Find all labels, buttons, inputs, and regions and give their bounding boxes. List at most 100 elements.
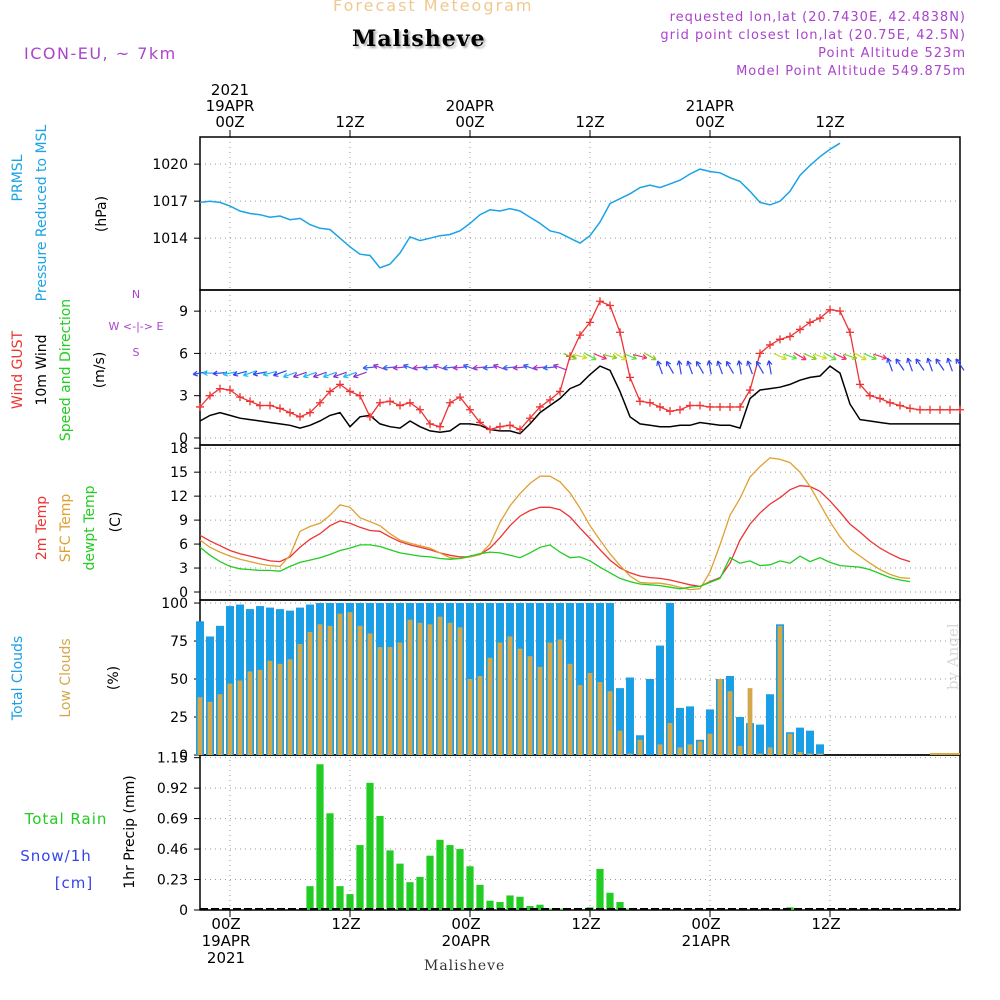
- y-tick-label: 0.46: [157, 842, 188, 858]
- gust-marker: [456, 393, 464, 402]
- gust-marker: [666, 407, 674, 416]
- gust-marker: [236, 393, 244, 402]
- low-cloud-bar: [747, 688, 753, 755]
- low-cloud-bar: [807, 753, 813, 755]
- panel-frame: [199, 444, 961, 601]
- wind-direction-arrow: [312, 371, 327, 379]
- rain-bar: [406, 882, 414, 910]
- low-cloud-bar: [697, 741, 703, 755]
- total-clouds-label: Total Clouds: [10, 636, 26, 721]
- wind-direction-arrow: [656, 360, 663, 375]
- low-cloud-bar: [717, 679, 723, 755]
- low-cloud-bar: [587, 672, 593, 755]
- gust-marker: [916, 405, 924, 414]
- x-tick-label-bottom: 00Z: [211, 915, 240, 933]
- x-tick-label-top: 12Z: [335, 113, 364, 131]
- model-name: ICON-EU, ~ 7km: [24, 44, 177, 63]
- wind-direction-arrow: [895, 358, 905, 371]
- x-tick-label-top: 12Z: [575, 113, 604, 131]
- total-cloud-bar: [816, 744, 824, 755]
- low-cloud-bar: [257, 669, 263, 755]
- y-tick-label: 18: [170, 441, 188, 457]
- panel-frame: [199, 754, 961, 911]
- x-tick-label-bottom: 00Z: [691, 915, 720, 933]
- gust-marker: [226, 386, 234, 395]
- rain-bar: [396, 863, 404, 910]
- gust-marker: [806, 318, 814, 327]
- wind-direction-arrow: [552, 363, 567, 371]
- x-tick-label-top: 00Z: [455, 113, 484, 131]
- rain-bar: [416, 876, 424, 910]
- low-cloud-bar: [437, 616, 443, 755]
- wind-direction-arrow: [906, 357, 913, 372]
- gust-marker: [926, 405, 934, 414]
- rain-bar: [316, 764, 324, 910]
- wind-direction-arrow: [955, 358, 965, 371]
- gust-marker: [596, 297, 604, 306]
- y-tick-label: 12: [170, 489, 188, 505]
- total-cloud-bar: [646, 679, 654, 755]
- low-cloud-bar: [817, 753, 823, 755]
- rain-bar: [456, 849, 464, 910]
- low-cloud-bar: [517, 648, 523, 755]
- low-cloud-bar: [507, 636, 513, 755]
- rain-bar: [356, 845, 364, 910]
- low-cloud-bar: [247, 671, 253, 755]
- low-cloud-bar: [657, 744, 663, 755]
- y-tick-label: 3: [179, 389, 188, 405]
- wind-direction-arrow: [623, 353, 637, 360]
- low-cloud-bar: [207, 701, 213, 755]
- wind-direction-arrow: [262, 370, 277, 377]
- supertitle: Forecast Meteogram: [333, 0, 534, 15]
- wind-direction-arrow: [706, 360, 713, 375]
- gust-marker: [376, 398, 384, 407]
- low-cloud-bar: [337, 613, 343, 755]
- low-cloud-bar: [607, 691, 613, 755]
- gust-marker: [686, 401, 694, 410]
- low-cloud-bar: [667, 723, 673, 755]
- total-cloud-bar: [206, 636, 214, 755]
- pressure-line: [199, 142, 841, 269]
- x-tick-label-bottom: 12Z: [811, 915, 840, 933]
- low-cloud-bar: [597, 682, 603, 755]
- compass-east-west: W <-|-> E: [109, 320, 164, 333]
- location-title: Malisheve: [352, 26, 486, 52]
- wind-direction-arrow: [292, 371, 307, 379]
- y-tick-label: 0: [179, 903, 188, 919]
- rain-bar: [386, 850, 394, 910]
- y-tick-label: 0.92: [157, 781, 188, 797]
- rain-bar: [616, 902, 624, 910]
- gust-marker: [276, 404, 284, 413]
- gust-marker: [326, 387, 334, 396]
- gust-marker: [196, 402, 204, 411]
- pressure-label: PRMSL: [10, 154, 26, 201]
- wind-direction-arrow: [873, 353, 888, 360]
- rain-bar: [516, 896, 524, 910]
- gust-marker: [256, 401, 264, 410]
- rain-bar: [486, 900, 494, 910]
- gust-marker: [956, 405, 964, 414]
- gust-marker: [356, 391, 364, 400]
- low-cloud-bar: [267, 660, 273, 755]
- y-tick-label: 9: [179, 513, 188, 529]
- dewpt-label: dewpt Temp: [82, 485, 98, 570]
- wind-direction-arrow: [603, 353, 618, 360]
- y-tick-label: 75: [170, 634, 188, 650]
- wind-direction-arrow: [853, 352, 867, 361]
- low-cloud-bar: [687, 744, 693, 755]
- rain-bar: [436, 839, 444, 910]
- y-tick-label: 9: [179, 304, 188, 320]
- y-tick-label: 25: [170, 710, 188, 726]
- y-tick-label: 0: [179, 585, 188, 601]
- wind-direction-arrow: [935, 358, 945, 371]
- gust-marker: [416, 405, 424, 414]
- low-cloud-bar: [367, 633, 373, 755]
- total-cloud-bar: [766, 694, 774, 755]
- wind-direction-arrow: [736, 360, 743, 375]
- rain-bar: [376, 815, 384, 910]
- gust-marker: [206, 391, 214, 400]
- low-cloud-bar: [767, 747, 773, 755]
- total-cloud-bar: [676, 707, 684, 755]
- wind-direction-arrow: [563, 353, 577, 360]
